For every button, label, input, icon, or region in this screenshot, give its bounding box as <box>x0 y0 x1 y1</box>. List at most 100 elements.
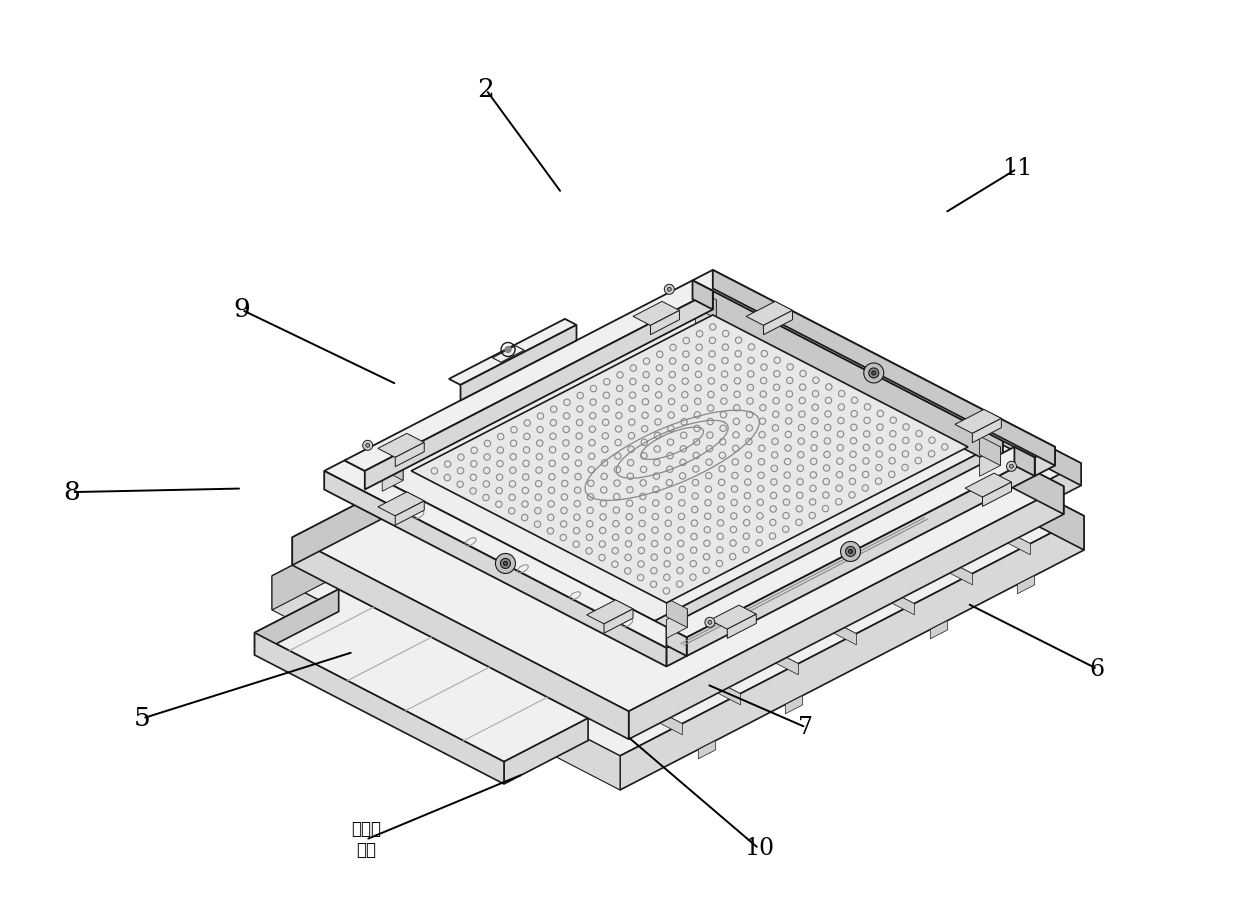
Polygon shape <box>383 514 740 698</box>
Polygon shape <box>774 334 1081 493</box>
Polygon shape <box>651 311 680 335</box>
Circle shape <box>501 559 511 568</box>
Polygon shape <box>713 270 1055 465</box>
Polygon shape <box>764 311 792 335</box>
Polygon shape <box>567 424 914 615</box>
Polygon shape <box>625 393 972 585</box>
Text: 9: 9 <box>233 297 250 322</box>
Text: 10: 10 <box>744 837 774 860</box>
Polygon shape <box>587 600 634 624</box>
Polygon shape <box>692 270 1055 457</box>
Polygon shape <box>365 291 713 498</box>
Polygon shape <box>629 709 641 722</box>
Circle shape <box>708 621 712 624</box>
Polygon shape <box>832 334 1081 486</box>
Polygon shape <box>709 605 756 629</box>
Polygon shape <box>672 542 684 556</box>
Polygon shape <box>382 462 403 491</box>
Polygon shape <box>378 492 424 515</box>
Polygon shape <box>737 336 1084 550</box>
Polygon shape <box>254 589 588 762</box>
Polygon shape <box>682 364 1030 555</box>
Circle shape <box>864 363 884 383</box>
Text: 11: 11 <box>1002 157 1032 180</box>
Polygon shape <box>365 291 1003 621</box>
Circle shape <box>841 541 861 561</box>
Polygon shape <box>450 484 799 674</box>
Polygon shape <box>673 479 682 538</box>
Polygon shape <box>254 589 339 655</box>
Polygon shape <box>1014 447 1034 476</box>
Polygon shape <box>351 559 363 571</box>
Polygon shape <box>626 519 730 573</box>
Polygon shape <box>631 462 724 511</box>
Polygon shape <box>655 441 1003 648</box>
Polygon shape <box>972 418 1002 443</box>
Circle shape <box>496 553 516 574</box>
Text: 5: 5 <box>134 706 151 731</box>
Polygon shape <box>672 542 730 582</box>
Text: 7: 7 <box>799 716 813 739</box>
Circle shape <box>872 371 875 375</box>
Polygon shape <box>682 479 689 540</box>
Polygon shape <box>351 565 363 578</box>
Polygon shape <box>728 313 1064 515</box>
Polygon shape <box>345 280 713 471</box>
Circle shape <box>362 440 373 450</box>
Polygon shape <box>785 695 802 714</box>
Circle shape <box>665 285 675 295</box>
Polygon shape <box>1034 447 1055 476</box>
Polygon shape <box>396 443 424 467</box>
Polygon shape <box>460 325 577 401</box>
Circle shape <box>1007 462 1017 471</box>
Polygon shape <box>1006 507 1018 521</box>
Polygon shape <box>293 313 1064 711</box>
Polygon shape <box>692 280 713 310</box>
Polygon shape <box>666 598 687 628</box>
Polygon shape <box>392 514 740 705</box>
Polygon shape <box>666 447 1034 638</box>
Polygon shape <box>449 319 577 385</box>
Polygon shape <box>713 291 1003 469</box>
Circle shape <box>869 368 879 378</box>
Polygon shape <box>335 543 682 735</box>
Polygon shape <box>365 471 655 648</box>
Polygon shape <box>604 609 634 633</box>
Polygon shape <box>441 484 799 668</box>
Polygon shape <box>629 702 641 716</box>
Polygon shape <box>662 480 666 543</box>
Polygon shape <box>666 627 687 656</box>
Polygon shape <box>696 300 717 330</box>
Polygon shape <box>728 364 740 376</box>
Text: 8: 8 <box>63 480 81 505</box>
Polygon shape <box>666 638 687 666</box>
Polygon shape <box>1017 576 1034 594</box>
Polygon shape <box>326 543 682 728</box>
Polygon shape <box>508 453 857 645</box>
Circle shape <box>1009 464 1013 468</box>
Polygon shape <box>615 393 972 578</box>
Circle shape <box>505 347 511 353</box>
Polygon shape <box>673 364 1030 548</box>
Text: 2: 2 <box>477 77 495 102</box>
Polygon shape <box>965 473 1012 497</box>
Polygon shape <box>1023 463 1081 515</box>
Polygon shape <box>293 537 629 739</box>
Polygon shape <box>272 336 1084 756</box>
Polygon shape <box>698 741 715 759</box>
Polygon shape <box>980 436 1001 465</box>
Polygon shape <box>378 434 424 457</box>
Polygon shape <box>687 457 1034 656</box>
Polygon shape <box>634 302 680 325</box>
Text: 6: 6 <box>1090 657 1105 681</box>
Polygon shape <box>672 536 684 549</box>
Polygon shape <box>272 336 737 610</box>
Circle shape <box>704 617 715 628</box>
Circle shape <box>366 444 370 447</box>
Polygon shape <box>980 447 1001 476</box>
Circle shape <box>503 561 507 566</box>
Polygon shape <box>666 479 673 540</box>
Polygon shape <box>930 621 947 638</box>
Polygon shape <box>620 515 1084 790</box>
Polygon shape <box>396 501 424 525</box>
